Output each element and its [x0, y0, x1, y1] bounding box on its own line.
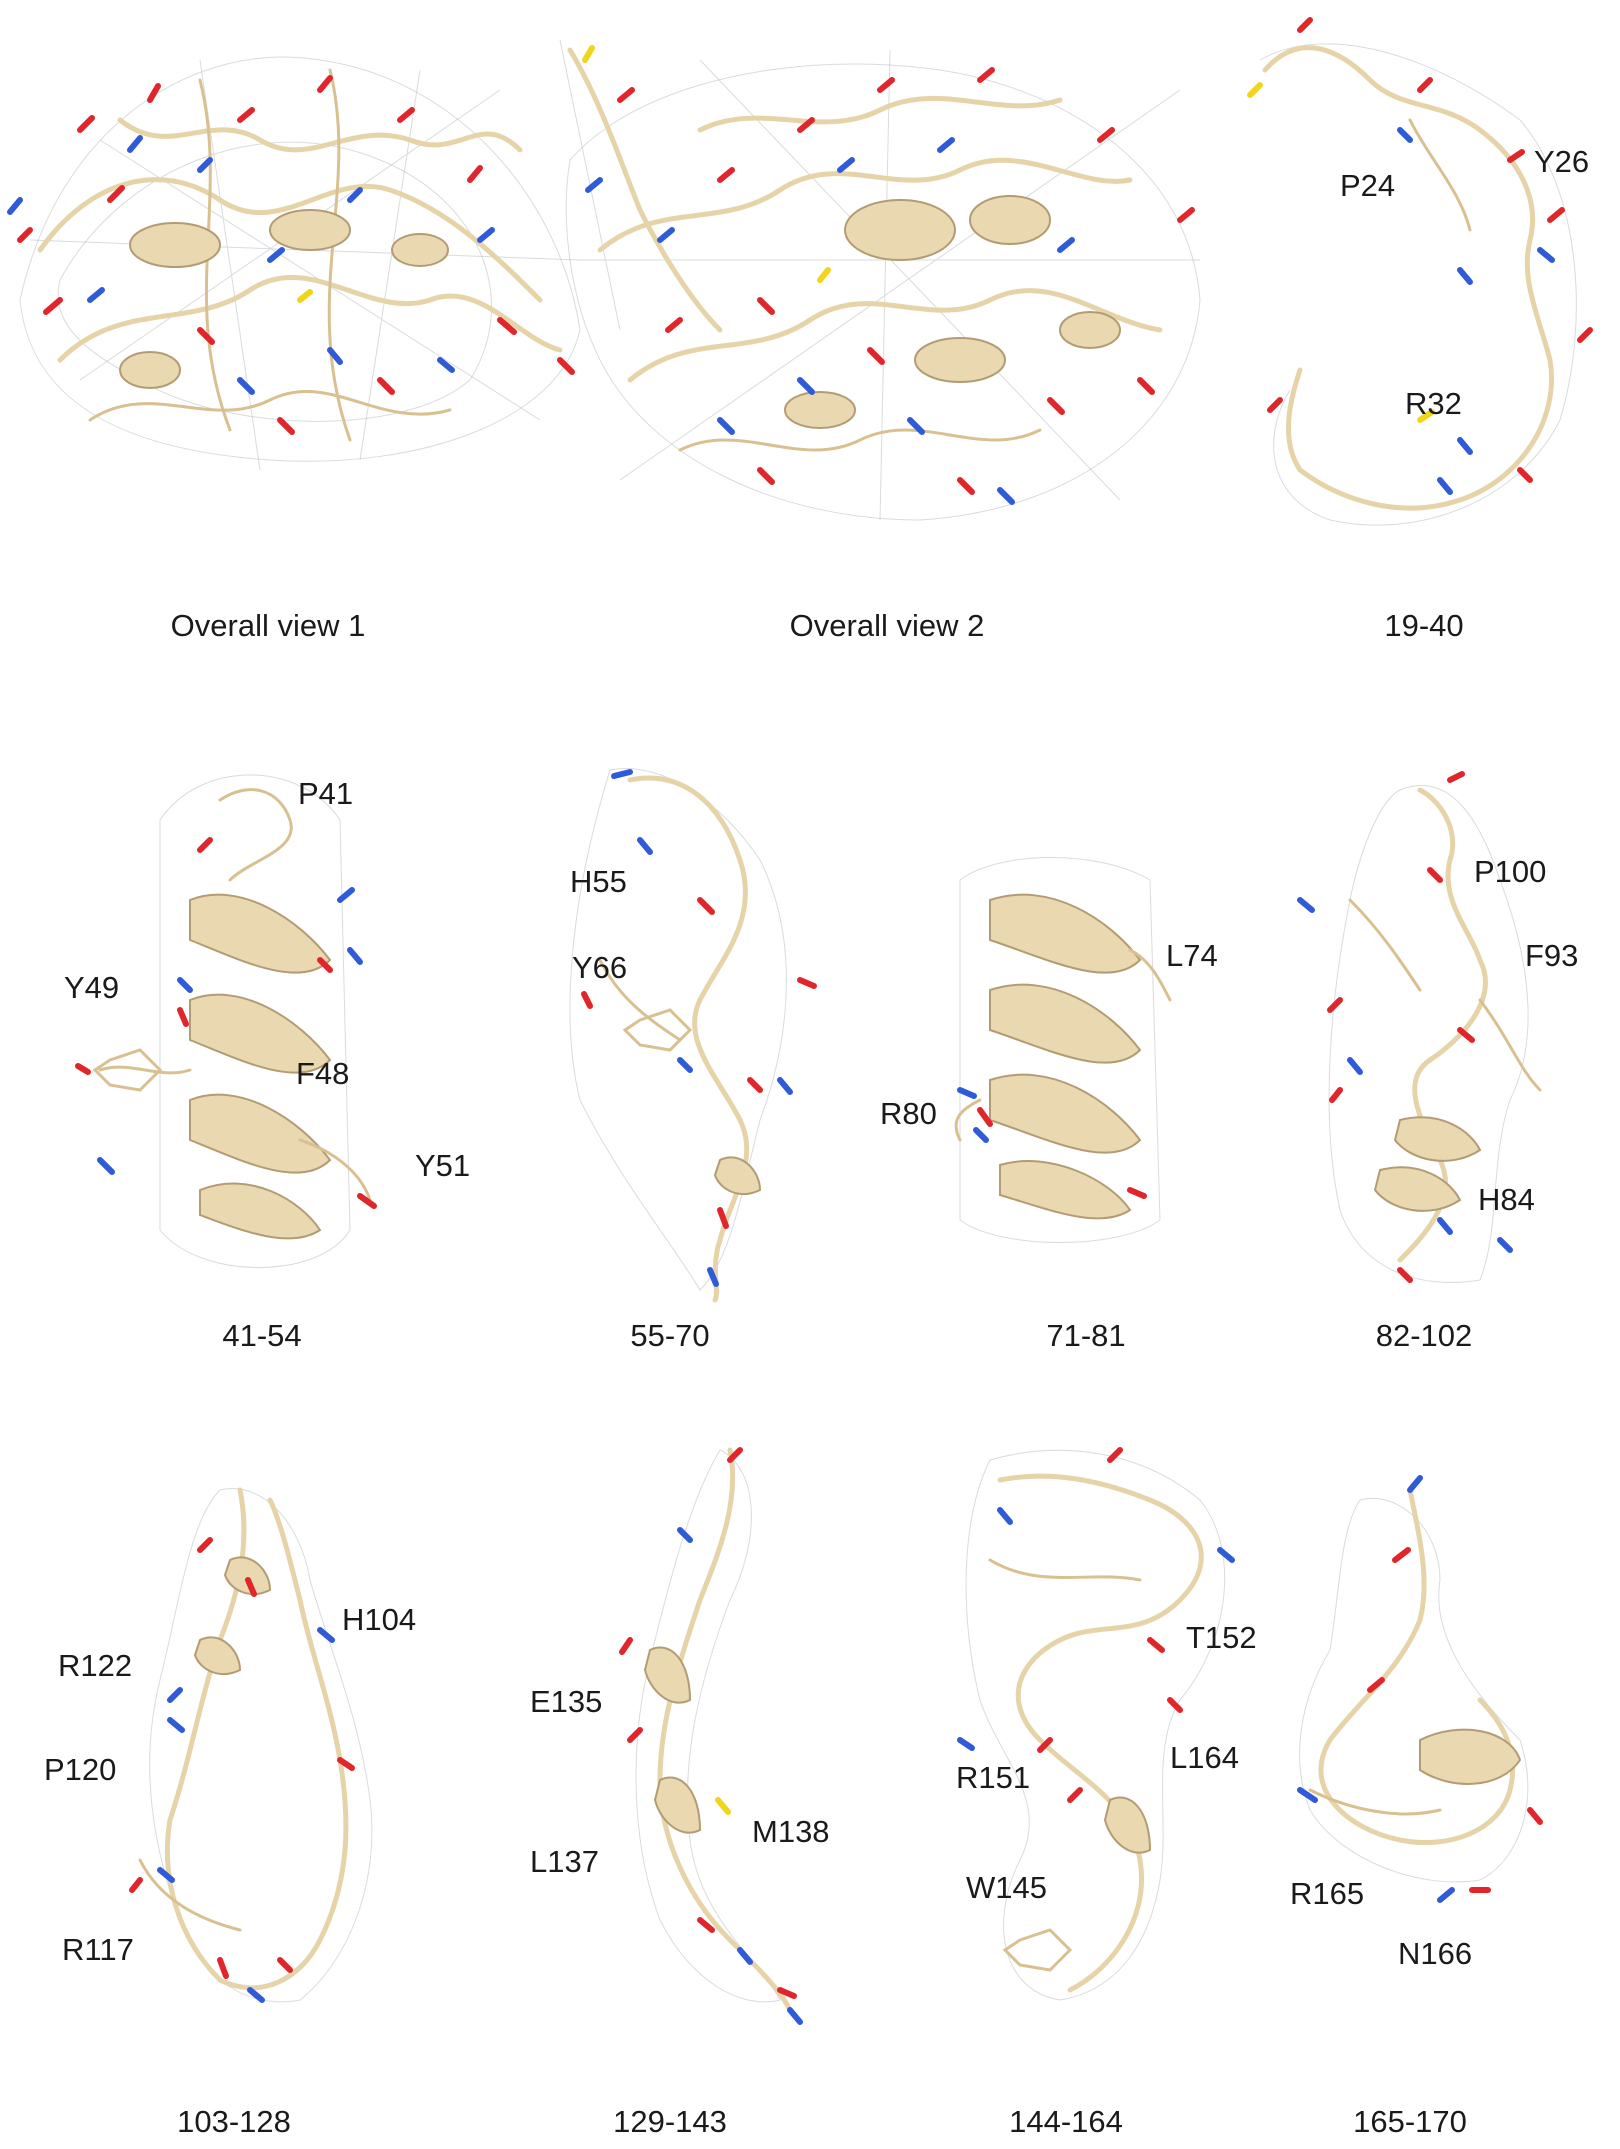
- structure-41-54: [75, 774, 377, 1268]
- panel-19-40: P24 Y26 R32 19-40: [1247, 17, 1593, 643]
- residue-label-l137: L137: [530, 1844, 599, 1879]
- structure-71-81: [954, 857, 1172, 1243]
- residue-label-l74: L74: [1166, 938, 1218, 973]
- overall-view-2-structure: [559, 39, 1201, 521]
- residue-label-f48: F48: [296, 1056, 349, 1091]
- residue-label-h104: H104: [342, 1602, 416, 1637]
- residue-label-p24: P24: [1340, 168, 1395, 203]
- panel-165-170: R165 N166 165-170: [1290, 1475, 1543, 2139]
- residue-label-p41: P41: [298, 776, 353, 811]
- structure-144-164: [957, 1447, 1235, 2001]
- residue-label-h55: H55: [570, 864, 627, 899]
- residue-label-r122: R122: [58, 1648, 132, 1683]
- residue-label-h84: H84: [1478, 1182, 1535, 1217]
- structure-129-143: [619, 1447, 803, 2025]
- residue-label-w145: W145: [966, 1870, 1047, 1905]
- caption-41-54: 41-54: [222, 1318, 301, 1353]
- residue-label-f93: F93: [1525, 938, 1578, 973]
- panel-41-54: P41 Y49 F48 Y51 41-54: [64, 774, 470, 1353]
- caption-165-170: 165-170: [1353, 2104, 1467, 2139]
- residue-label-r117: R117: [62, 1932, 134, 1967]
- structure-55-70: [569, 768, 817, 1303]
- structure-82-102: [1297, 771, 1542, 1283]
- residue-label-r80: R80: [880, 1096, 937, 1131]
- residue-label-p100: P100: [1474, 854, 1546, 889]
- panel-82-102: P100 F93 H84 82-102: [1297, 771, 1578, 1353]
- residue-label-r32: R32: [1405, 386, 1462, 421]
- caption-71-81: 71-81: [1046, 1318, 1125, 1353]
- overall-view-2-side-chains: [582, 45, 1195, 505]
- panel-overall-view-2: Overall view 2: [559, 39, 1201, 643]
- residue-label-y51: Y51: [415, 1148, 470, 1183]
- structure-165-170: [1297, 1475, 1543, 1903]
- caption-103-128: 103-128: [177, 2104, 291, 2139]
- caption-overall-view-2: Overall view 2: [790, 608, 985, 643]
- residue-label-y49: Y49: [64, 970, 119, 1005]
- caption-82-102: 82-102: [1376, 1318, 1473, 1353]
- residue-label-y26: Y26: [1534, 144, 1589, 179]
- residue-label-t152: T152: [1186, 1620, 1257, 1655]
- panel-overall-view-1: Overall view 1: [7, 56, 581, 643]
- panel-144-164: T152 L164 R151 W145 144-164: [956, 1447, 1257, 2139]
- panel-71-81: L74 R80 71-81: [880, 857, 1218, 1353]
- residue-label-r151: R151: [956, 1760, 1030, 1795]
- residue-label-e135: E135: [530, 1684, 602, 1719]
- caption-overall-view-1: Overall view 1: [171, 608, 366, 643]
- caption-129-143: 129-143: [613, 2104, 727, 2139]
- panel-129-143: E135 M138 L137 129-143: [530, 1447, 830, 2139]
- caption-55-70: 55-70: [630, 1318, 709, 1353]
- residue-label-l164: L164: [1170, 1740, 1239, 1775]
- panel-103-128: H104 R122 P120 R117 103-128: [44, 1487, 416, 2139]
- structure-103-128: [129, 1487, 373, 2003]
- residue-label-n166: N166: [1398, 1936, 1472, 1971]
- residue-label-r165: R165: [1290, 1876, 1364, 1911]
- panel-55-70: H55 Y66 55-70: [569, 768, 817, 1353]
- caption-19-40: 19-40: [1384, 608, 1463, 643]
- caption-144-164: 144-164: [1009, 2104, 1123, 2139]
- residue-label-m138: M138: [752, 1814, 830, 1849]
- residue-label-y66: Y66: [572, 950, 627, 985]
- structure-19-40: [1247, 17, 1593, 526]
- overall-view-1-side-chains: [7, 75, 575, 435]
- overall-view-1-structure: [7, 56, 581, 471]
- residue-label-p120: P120: [44, 1752, 116, 1787]
